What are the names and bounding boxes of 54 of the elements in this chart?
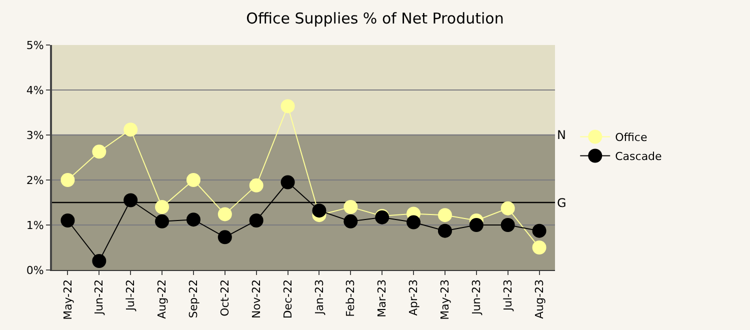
- point: [124, 193, 138, 208]
- point: [312, 204, 326, 218]
- ref-line-label: G: [557, 196, 566, 210]
- x-tick-label: Nov-22: [250, 279, 263, 319]
- point: [500, 201, 515, 216]
- legend-label: Office: [615, 131, 648, 144]
- legend-label: Cascade: [615, 150, 662, 164]
- point: [344, 214, 358, 228]
- point: [438, 208, 452, 222]
- point: [155, 214, 170, 228]
- x-tick-label: May-23: [438, 279, 452, 320]
- y-tick-label: 2%: [26, 174, 44, 187]
- x-tick-label: Jun-22: [92, 279, 106, 316]
- point: [92, 144, 106, 159]
- point: [186, 173, 200, 187]
- chart-title: Office Supplies % of Net Prodution: [246, 10, 504, 28]
- x-tick-label: May-22: [61, 279, 74, 320]
- x-tick-label: Aug-23: [532, 279, 546, 319]
- x-tick-label: Aug-22: [156, 279, 169, 319]
- x-tick-label: Mar-23: [376, 279, 389, 318]
- x-tick-label: Feb-23: [344, 279, 358, 317]
- point: [218, 230, 232, 244]
- point: [500, 218, 515, 232]
- point: [280, 99, 295, 114]
- y-tick-label: 1%: [26, 218, 44, 232]
- x-tick-label: Jan-23: [312, 279, 326, 316]
- point: [186, 212, 200, 227]
- point: [155, 200, 170, 214]
- x-tick-label: Dec-22: [281, 279, 294, 319]
- y-tick-label: 0%: [26, 264, 44, 277]
- x-tick-label: Apr-23: [407, 279, 420, 316]
- y-tick-label: 3%: [26, 128, 44, 142]
- y-tick-label: 4%: [26, 84, 44, 97]
- point: [124, 122, 138, 137]
- x-tick-label: Jul-23: [501, 279, 514, 312]
- point: [60, 173, 75, 187]
- y-tick-label: 5%: [26, 38, 44, 52]
- point: [344, 200, 358, 214]
- point: [92, 254, 106, 268]
- point: [438, 224, 452, 238]
- x-tick-label: Jul-22: [124, 279, 138, 312]
- x-tick-label: Oct-22: [218, 279, 232, 316]
- point: [532, 240, 546, 254]
- point: [249, 178, 264, 192]
- point: [406, 215, 421, 230]
- point: [532, 224, 546, 238]
- point: [280, 175, 295, 190]
- x-tick-label: Jun-23: [470, 279, 483, 316]
- point: [469, 218, 484, 232]
- point: [60, 214, 75, 228]
- x-tick-label: Sep-22: [187, 279, 200, 318]
- ref-line-label: N: [557, 128, 566, 142]
- point: [249, 214, 264, 228]
- point: [218, 207, 232, 222]
